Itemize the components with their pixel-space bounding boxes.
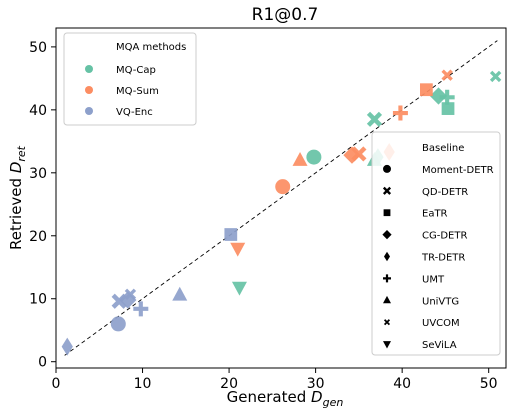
marker-legend-label: QD-DETR	[422, 187, 468, 198]
point-vq-enc-circle	[110, 316, 126, 332]
point-mq-sum-triangle-up	[292, 151, 308, 166]
legend-swatch-mq-cap	[85, 65, 93, 73]
legend-marker-triangle-up	[383, 295, 391, 304]
color-legend: MQA methods MQ-Cap MQ-Sum VQ-Enc	[63, 32, 197, 126]
color-legend-label: MQ-Sum	[116, 86, 159, 97]
point-mq-cap-x-thick	[366, 111, 383, 127]
legend-marker-triangle-down	[383, 341, 391, 349]
y-tick-label: 40	[29, 103, 47, 119]
legend-marker-x-thick	[382, 186, 392, 195]
point-mq-sum-triangle-down	[230, 242, 246, 257]
point-mq-sum-square	[420, 83, 433, 97]
x-tick-label: 10	[134, 376, 152, 392]
marker-legend-label: TR-DETR	[421, 253, 465, 264]
point-mq-sum-circle	[275, 179, 291, 195]
point-mq-sum-plus	[392, 105, 408, 121]
marker-legend-label: UniVTG	[422, 296, 459, 307]
marker-legend-label: Moment-DETR	[422, 165, 494, 176]
chart-title: R1@0.7	[252, 5, 319, 25]
y-tick-label: 0	[38, 355, 47, 371]
y-tick-label: 20	[29, 229, 47, 245]
y-tick-label: 10	[29, 292, 47, 308]
color-legend-label: MQ-Cap	[116, 65, 156, 76]
marker-legend: Baseline Moment-DETR QD-DETR EaTR CG-DETR TR-…	[371, 131, 501, 356]
y-tick-label: 50	[29, 40, 47, 56]
legend-marker-thin-diamond	[384, 251, 390, 262]
point-mq-cap-diamond	[429, 87, 448, 105]
diagonal-reference-line	[64, 40, 498, 356]
legend-marker-square	[383, 209, 391, 217]
point-mq-sum-x-filled	[441, 69, 453, 81]
legend-marker-plus	[383, 274, 391, 283]
x-tick-label: 20	[220, 376, 238, 392]
point-vq-enc-x-filled	[124, 288, 137, 301]
legend-swatch-vq-enc	[85, 107, 93, 115]
color-legend-title: MQA methods	[116, 42, 186, 53]
x-tick-label: 40	[393, 376, 411, 392]
legend-marker-circle	[383, 164, 391, 173]
marker-legend-label: Baseline	[422, 143, 464, 154]
point-vq-enc-triangle-up	[172, 286, 188, 301]
point-mq-cap-x-filled	[489, 70, 502, 83]
marker-legend-label: CG-DETR	[422, 231, 467, 242]
x-tick-label: 0	[52, 376, 61, 392]
point-mq-cap-plus	[439, 89, 455, 105]
marker-legend-label: UMT	[422, 274, 445, 285]
legend-marker-x-filled	[383, 319, 391, 326]
point-vq-enc-square	[224, 228, 238, 241]
y-tick-label: 30	[29, 166, 47, 182]
marker-legend-label: UVCOM	[422, 318, 460, 329]
x-axis-label: Generated Dgen	[227, 388, 344, 408]
point-mq-sum-diamond	[343, 146, 361, 164]
marker-legend-label: EaTR	[422, 209, 448, 220]
color-legend-frame	[63, 32, 197, 126]
legend-marker-diamond	[382, 230, 392, 240]
marker-legend-label: SeViLA	[422, 340, 457, 351]
legend-swatch-mq-sum	[85, 86, 93, 94]
point-mq-cap-triangle-down	[231, 281, 247, 296]
point-mq-cap-circle	[306, 149, 322, 165]
point-mq-cap-square	[441, 102, 455, 115]
x-axis-ticks: 0 10 20 30 40 50	[52, 368, 498, 392]
marker-legend-frame	[371, 131, 501, 356]
color-legend-label: VQ-Enc	[116, 107, 153, 118]
x-tick-label: 50	[480, 376, 498, 392]
point-vq-enc-plus	[133, 301, 149, 317]
point-vq-enc-thin-diamond	[61, 337, 73, 356]
x-tick-label: 30	[307, 376, 325, 392]
y-axis-label: Retrieved Dret	[7, 145, 28, 250]
y-axis-ticks: 0 10 20 30 40 50	[29, 40, 56, 371]
